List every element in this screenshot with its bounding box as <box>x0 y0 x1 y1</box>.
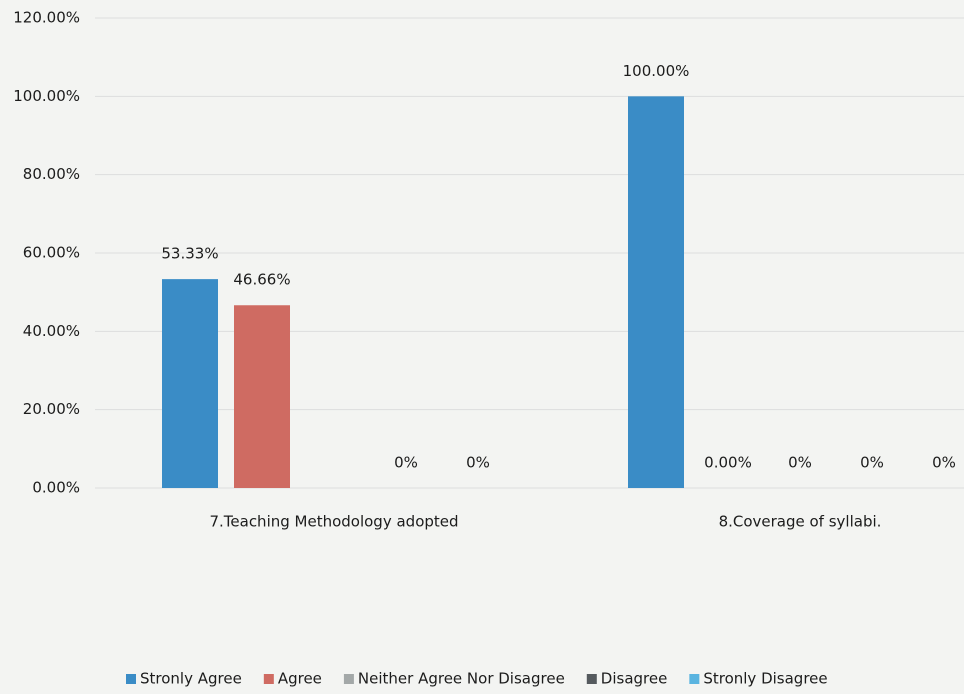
value-label: 53.33% <box>161 245 218 263</box>
y-tick-label: 60.00% <box>23 244 80 262</box>
y-tick-label: 100.00% <box>13 87 80 105</box>
value-label: 0% <box>932 454 956 472</box>
bar <box>628 96 684 488</box>
value-label: 0% <box>466 454 490 472</box>
x-tick-label: 7.Teaching Methodology adopted <box>209 513 458 531</box>
y-tick-label: 0.00% <box>32 479 80 497</box>
legend-swatch <box>343 674 354 684</box>
bar <box>162 279 218 488</box>
y-tick-label: 80.00% <box>23 165 80 183</box>
value-label: 0% <box>860 454 884 472</box>
legend-label: Neither Agree Nor Disagree <box>358 670 565 688</box>
legend-label: Disagree <box>601 670 668 688</box>
y-tick-label: 40.00% <box>23 322 80 340</box>
x-tick-label: 8.Coverage of syllabi. <box>719 513 882 531</box>
legend-swatch <box>586 674 597 684</box>
value-label: 46.66% <box>233 271 290 289</box>
value-label: 0% <box>788 454 812 472</box>
bar <box>234 305 290 488</box>
value-label: 0.00% <box>704 454 752 472</box>
value-label: 0% <box>394 454 418 472</box>
legend-swatch <box>126 674 136 684</box>
value-label: 100.00% <box>623 62 690 80</box>
y-tick-label: 120.00% <box>13 9 80 27</box>
legend-swatch <box>263 674 274 684</box>
legend-label: Agree <box>278 670 322 688</box>
legend-swatch <box>689 674 700 684</box>
legend-label: Stronly Disagree <box>703 670 827 688</box>
legend-label: Stronly Agree <box>140 670 242 688</box>
y-tick-label: 20.00% <box>23 400 80 418</box>
